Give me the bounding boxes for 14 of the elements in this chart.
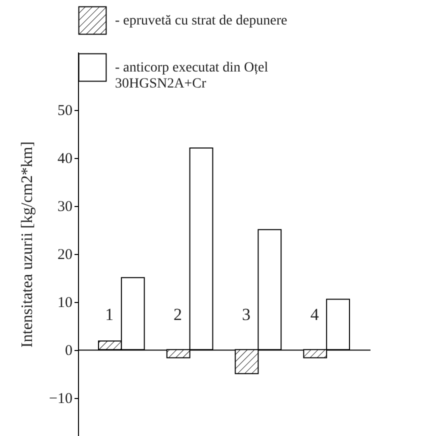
x-tick-label: 1	[105, 305, 114, 324]
legend-label: - anticorp executat din Oțel 30HGSN2A+Cr	[115, 60, 268, 92]
x-tick-label: 4	[310, 305, 320, 324]
y-tick-label: 20	[58, 247, 72, 264]
y-tick-label: 0	[65, 343, 72, 360]
x-tick-label: 2	[174, 305, 182, 324]
y-axis-title: Intensitatea uzurii [kg/cm2*km]	[19, 141, 36, 348]
y-tick-label: 50	[58, 103, 72, 120]
y-tick-label: 10	[58, 295, 72, 312]
y-tick-label: 40	[58, 151, 72, 168]
x-tick-label: 3	[242, 305, 250, 324]
y-tick-label: −10	[49, 391, 72, 408]
legend-label: - epruvetă cu strat de depunere	[115, 14, 288, 28]
y-tick-label: 30	[58, 199, 72, 216]
